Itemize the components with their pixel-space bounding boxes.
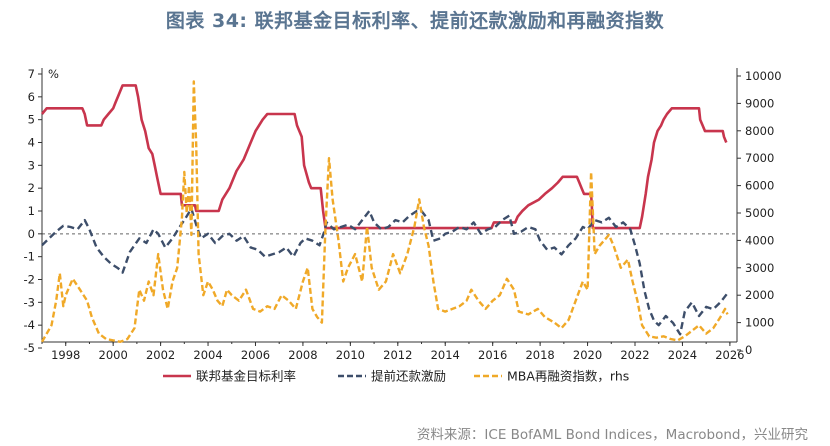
y-tick-label: 1 — [28, 204, 35, 218]
y2-tick-label: 8000 — [745, 124, 774, 138]
series-line-1 — [40, 84, 728, 230]
x-tick-label: 2008 — [288, 348, 317, 362]
x-tick-label: 2002 — [146, 348, 175, 362]
x-tick-label: 2012 — [383, 348, 412, 362]
y-tick-label: 5 — [28, 113, 35, 127]
y-tick-label: -5 — [24, 341, 35, 355]
x-tick-label: 2004 — [193, 348, 222, 362]
legend-label-1: 联邦基金目标利率 — [196, 369, 296, 384]
y2-tick-label: 3000 — [745, 261, 774, 275]
series-line-3 — [40, 80, 729, 343]
y2-tick-label: 10000 — [745, 69, 782, 83]
x-tick-label: 2020 — [573, 348, 602, 362]
x-tick-label: 2016 — [478, 348, 507, 362]
x-tick-label: 2022 — [620, 348, 649, 362]
y-tick-label: 7 — [28, 67, 35, 81]
x-tick-label: 2006 — [241, 348, 270, 362]
y-tick-label: -3 — [24, 295, 35, 309]
y2-tick-label: 4000 — [745, 233, 774, 247]
legend-label-2: 提前还款激励 — [371, 369, 446, 384]
chart-title: 图表 34: 联邦基金目标利率、提前还款激励和再融资指数 — [165, 10, 665, 32]
y-tick-label: -1 — [24, 250, 35, 264]
series-line-2 — [41, 207, 729, 336]
source-note: 资料来源：ICE BofAML Bond Indices，Macrobond，兴… — [416, 427, 808, 443]
y2-tick-label: 9000 — [745, 96, 774, 110]
y-tick-label: 6 — [28, 90, 35, 104]
y2-tick-label: 7000 — [745, 151, 774, 165]
y-tick-label: -2 — [24, 273, 35, 287]
y-tick-label: -4 — [24, 318, 35, 332]
y-tick-label: 0 — [28, 227, 35, 241]
x-tick-label: 2018 — [525, 348, 554, 362]
y2-tick-label: 1000 — [745, 316, 774, 330]
x-tick-label: 2024 — [668, 348, 697, 362]
y2-tick-label: 0 — [745, 343, 752, 357]
y-tick-label: 2 — [28, 181, 35, 195]
legend-label-3: MBA再融资指数，rhs — [507, 369, 629, 384]
x-tick-label: 2000 — [99, 348, 128, 362]
x-tick-label: 2026 — [715, 348, 744, 362]
y-tick-label: 3 — [28, 158, 35, 172]
y2-tick-label: 6000 — [745, 179, 774, 193]
x-tick-label: 2010 — [336, 348, 365, 362]
y2-tick-label: 2000 — [745, 288, 774, 302]
x-tick-label: 2014 — [431, 348, 460, 362]
y-unit-label: % — [48, 67, 59, 81]
x-tick-label: 1998 — [51, 348, 80, 362]
y-tick-label: 4 — [28, 136, 35, 150]
y2-tick-label: 5000 — [745, 206, 774, 220]
